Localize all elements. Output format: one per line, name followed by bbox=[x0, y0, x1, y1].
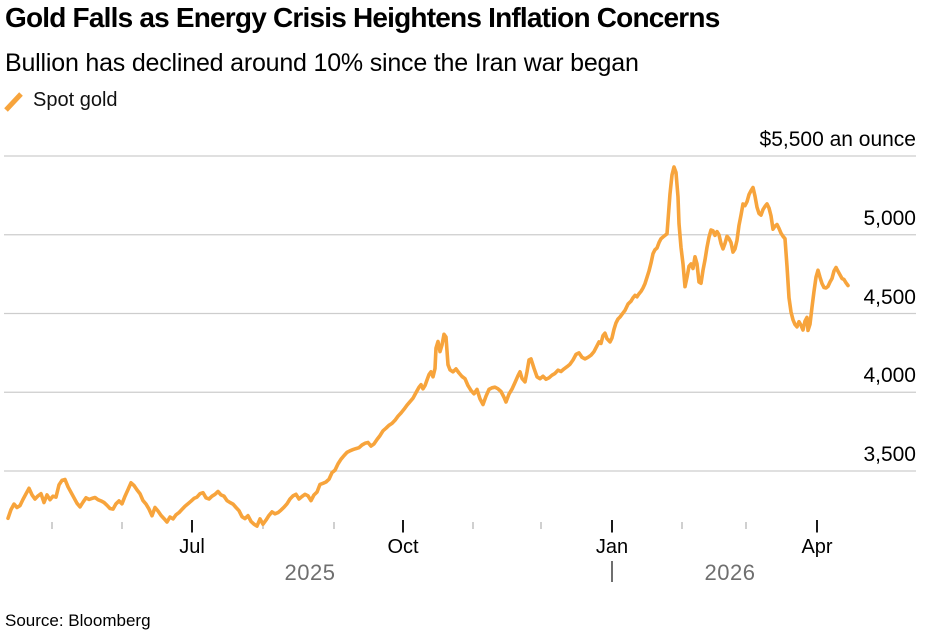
y-axis-label-5500: $5,500 an ounce bbox=[759, 128, 916, 151]
x-axis-label-Apr: Apr bbox=[801, 536, 833, 558]
chart-subtitle: Bullion has declined around 10% since th… bbox=[5, 49, 639, 77]
spot-gold-line bbox=[6, 165, 850, 528]
x-axis-label-Oct: Oct bbox=[387, 536, 419, 558]
source-note: Source: Bloomberg bbox=[5, 611, 151, 630]
y-axis-label-5000: 5,000 bbox=[863, 206, 916, 230]
year-label-2025: 2025 bbox=[284, 560, 336, 585]
y-axis-label-3500: 3,500 bbox=[863, 443, 916, 466]
legend-label: Spot gold bbox=[33, 89, 118, 111]
year-divider-mark bbox=[611, 561, 613, 582]
chart-title: Gold Falls as Energy Crisis Heightens In… bbox=[5, 2, 720, 33]
x-axis-label-Jan: Jan bbox=[595, 536, 629, 558]
spot-gold-legend-slash-icon bbox=[4, 92, 23, 112]
y-axis-label-4500: 4,500 bbox=[863, 285, 916, 309]
year-label-2026: 2026 bbox=[704, 560, 756, 585]
y-axis-label-4000: 4,000 bbox=[863, 364, 916, 388]
x-axis-label-Jul: Jul bbox=[179, 536, 205, 558]
